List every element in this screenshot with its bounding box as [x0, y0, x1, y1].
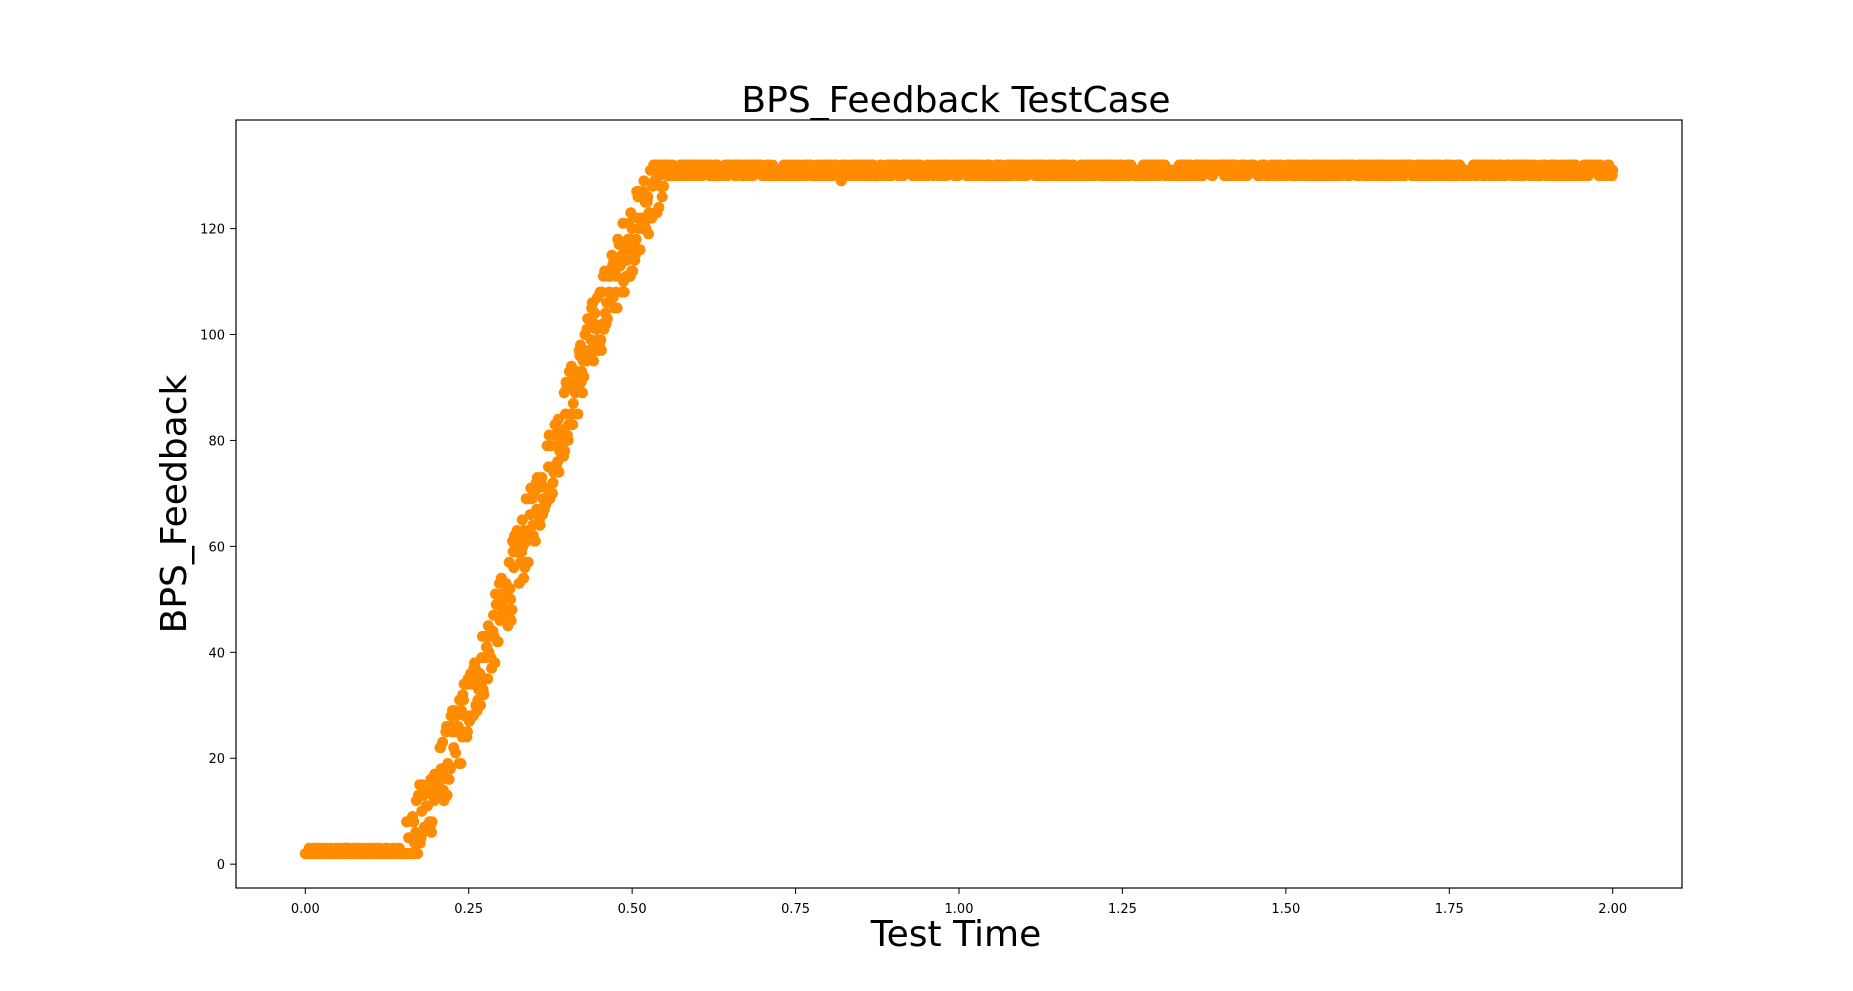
y-axis: 0 20 40 60 80 100 120 [200, 223, 236, 873]
scatter-point [441, 789, 453, 801]
scatter-point [559, 445, 571, 457]
scatter-point [522, 556, 534, 568]
scatter-point [1607, 164, 1619, 176]
scatter-point [506, 604, 518, 616]
x-tick-label: 1.50 [1271, 902, 1300, 917]
y-tick-label: 20 [208, 752, 225, 767]
y-axis-label: BPS_Feedback [154, 375, 195, 634]
points-layer [299, 159, 1619, 860]
scatter-point [595, 334, 607, 346]
scatter-point [536, 472, 548, 483]
scatter-point [618, 286, 630, 298]
x-axis: 0.00 0.25 0.50 0.75 1.00 1.25 1.50 1.75 2.00 [291, 888, 1627, 917]
scatter-point [504, 583, 516, 595]
scatter-point [642, 191, 654, 203]
scatter-point [578, 371, 590, 383]
scatter-point [505, 593, 517, 605]
scatter-point [489, 657, 501, 669]
scatter-point [630, 233, 642, 245]
scatter-point [638, 175, 650, 187]
y-tick-label: 100 [200, 329, 225, 344]
scatter-point [575, 339, 586, 351]
x-tick-label: 1.00 [945, 902, 974, 917]
scatter-point [567, 419, 579, 431]
x-tick-label: 1.75 [1435, 902, 1464, 917]
scatter-point [547, 477, 559, 489]
scatter-point [492, 636, 504, 648]
y-tick-label: 80 [208, 434, 225, 449]
x-tick-label: 0.25 [454, 902, 483, 917]
scatter-point [408, 816, 420, 828]
x-tick-label: 1.25 [1108, 902, 1137, 917]
y-tick-label: 40 [208, 646, 225, 661]
x-tick-label: 2.00 [1598, 902, 1627, 917]
scatter-point [634, 244, 646, 256]
scatter-point [553, 466, 565, 478]
scatter-point [589, 307, 601, 319]
scatter-point [534, 519, 546, 531]
scatter-point [458, 694, 469, 706]
scatter-point [478, 689, 490, 701]
scatter-point [412, 848, 424, 860]
scatter-point [482, 673, 494, 685]
scatter-point [426, 816, 438, 828]
scatter-point [455, 758, 467, 769]
scatter-point [658, 180, 669, 192]
scatter-point [444, 763, 456, 775]
scatter-point [450, 747, 462, 759]
scatter-point [443, 773, 455, 785]
scatter-point [516, 514, 528, 526]
x-tick-label: 0.00 [291, 902, 320, 917]
scatter-point [656, 191, 668, 203]
scatter-point [588, 355, 600, 367]
chart-title: BPS_Feedback TestCase [741, 80, 1170, 121]
scatter-point [546, 487, 558, 499]
scatter-point [518, 572, 530, 584]
scatter-point [572, 408, 584, 420]
scatter-point [595, 344, 607, 356]
x-tick-label: 0.75 [781, 902, 810, 917]
scatter-point [426, 826, 437, 838]
scatter-point [611, 302, 623, 314]
x-tick-label: 0.50 [618, 902, 647, 917]
scatter-point [475, 699, 486, 711]
scatter-point [437, 736, 449, 748]
scatter-point [505, 615, 517, 626]
scatter-point [643, 228, 654, 240]
scatter-point [835, 175, 847, 187]
scatter-point [577, 387, 588, 399]
scatter-point [452, 721, 464, 732]
scatter-point [653, 201, 665, 213]
y-tick-label: 120 [200, 223, 225, 238]
scatter-point [621, 254, 633, 266]
scatter-point [567, 397, 579, 409]
scatter-point [601, 313, 613, 325]
x-axis-label: Test Time [870, 914, 1041, 955]
scatter-point [562, 434, 574, 446]
y-tick-label: 60 [208, 540, 225, 555]
scatter-point [627, 265, 639, 277]
scatter-point [529, 535, 541, 547]
scatter-point [461, 726, 473, 738]
y-tick-label: 0 [217, 858, 225, 873]
